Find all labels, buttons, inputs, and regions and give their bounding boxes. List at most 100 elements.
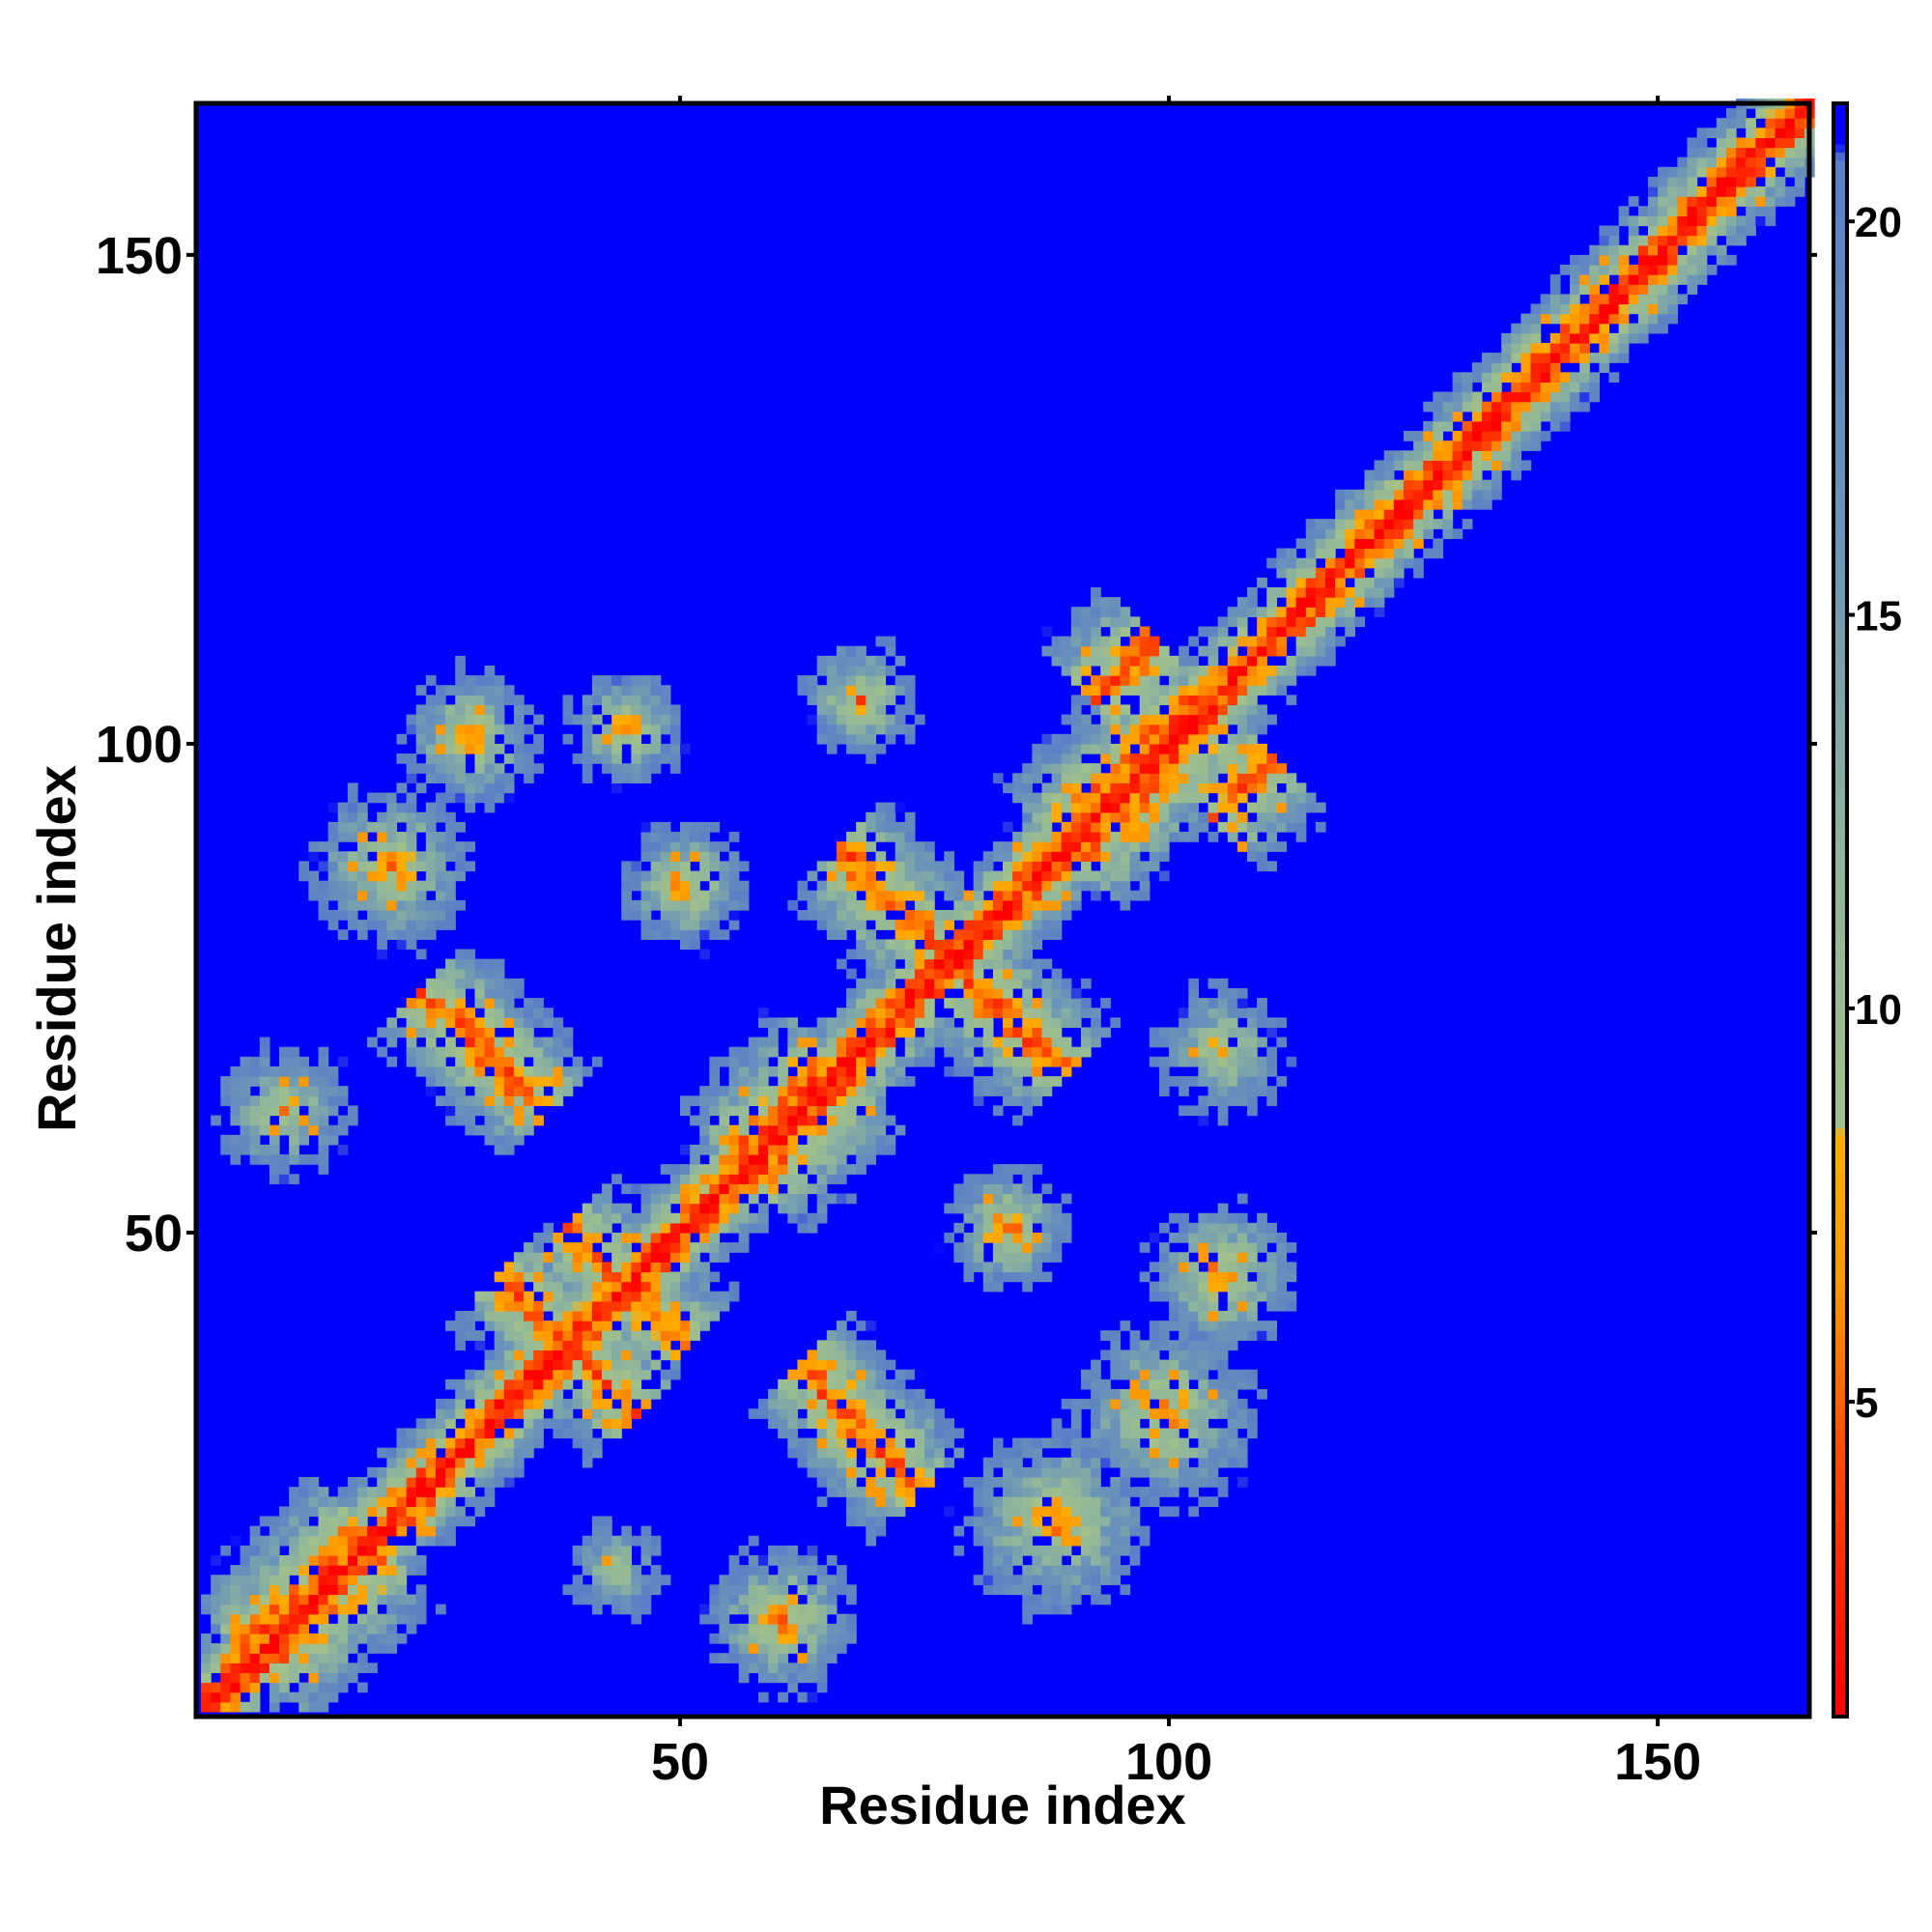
heatmap-cell (1061, 998, 1072, 1009)
heatmap-cell (1120, 1545, 1131, 1556)
heatmap-cell (524, 1408, 534, 1419)
heatmap-cell (269, 1105, 280, 1117)
heatmap-cell (455, 841, 466, 852)
heatmap-cell (660, 1212, 671, 1224)
heatmap-cell (1003, 920, 1013, 930)
heatmap-cell (866, 743, 877, 754)
heatmap-cell (757, 1399, 769, 1409)
heatmap-cell (474, 1046, 486, 1058)
heatmap-cell (425, 880, 437, 892)
heatmap-cell (1051, 1594, 1063, 1605)
heatmap-cell (1032, 792, 1043, 804)
heatmap-cell (1051, 782, 1063, 794)
heatmap-cell (1276, 626, 1288, 638)
heatmap-cell (1091, 1428, 1101, 1439)
heatmap-cell (1276, 811, 1288, 823)
heatmap-cell (611, 1271, 622, 1283)
heatmap-cell (846, 987, 857, 999)
heatmap-cell (1032, 753, 1043, 764)
heatmap-cell (816, 1496, 828, 1507)
heatmap-cell (690, 870, 700, 882)
heatmap-cell (1149, 870, 1160, 882)
heatmap-cell (289, 1516, 299, 1527)
heatmap-cell (602, 763, 612, 774)
heatmap-cell (318, 1672, 329, 1684)
heatmap-cell (856, 1086, 867, 1096)
heatmap-cell (963, 1017, 975, 1029)
heatmap-cell (484, 763, 496, 774)
heatmap-cell (1129, 636, 1141, 647)
heatmap-cell (797, 1691, 809, 1703)
heatmap-cell (1080, 1555, 1092, 1566)
heatmap-cell (1091, 1466, 1101, 1478)
heatmap-cell (944, 1457, 954, 1468)
heatmap-cell (738, 1242, 750, 1253)
heatmap-cell (298, 1584, 309, 1596)
heatmap-cell (875, 1095, 887, 1107)
heatmap-cell (415, 1516, 427, 1527)
heatmap-cell (425, 1535, 437, 1547)
heatmap-cell (1354, 597, 1366, 608)
heatmap-cell (866, 1437, 877, 1449)
heatmap-cell (748, 1183, 759, 1195)
heatmap-cell (807, 1154, 818, 1165)
heatmap-cell (1305, 528, 1317, 539)
heatmap-cell (895, 802, 906, 813)
heatmap-cell (846, 1164, 857, 1175)
heatmap-cell (386, 811, 398, 823)
heatmap-cell (337, 1086, 349, 1096)
heatmap-cell (220, 1633, 232, 1644)
heatmap-cell (992, 1535, 1004, 1547)
heatmap-cell (1198, 1310, 1209, 1321)
heatmap-cell (591, 1193, 603, 1205)
heatmap-cell (807, 1457, 818, 1468)
heatmap-cell (640, 1604, 652, 1615)
heatmap-cell (1139, 1525, 1151, 1537)
heatmap-cell (211, 1594, 221, 1605)
heatmap-cell (797, 1623, 809, 1634)
heatmap-cell (465, 1095, 476, 1107)
heatmap-cell (553, 1330, 564, 1341)
heatmap-cell (1003, 1242, 1013, 1253)
heatmap-cell (602, 675, 612, 686)
heatmap-cell (455, 821, 466, 833)
heatmap-cell (396, 1496, 408, 1507)
heatmap-cell (1315, 636, 1326, 647)
heatmap-cell (650, 899, 662, 911)
heatmap-cell (1110, 724, 1122, 735)
heatmap-cell (1169, 733, 1179, 745)
heatmap-cell (1188, 1321, 1200, 1331)
heatmap-cell (582, 1369, 593, 1380)
heatmap-cell (386, 1466, 398, 1478)
heatmap-cell (1061, 1046, 1072, 1058)
heatmap-cell (826, 655, 838, 667)
heatmap-cell (503, 1134, 515, 1146)
heatmap-cell (1070, 1008, 1082, 1018)
heatmap-cell (816, 1340, 828, 1351)
heatmap-cell (484, 753, 496, 764)
heatmap-cell (1051, 1017, 1063, 1029)
heatmap-cell (318, 1124, 329, 1136)
heatmap-cell (1276, 1242, 1288, 1253)
heatmap-cell (1041, 1487, 1053, 1497)
heatmap-cell (856, 1408, 867, 1419)
heatmap-cell (690, 890, 700, 901)
heatmap-cell (1236, 811, 1248, 823)
heatmap-cell (660, 920, 671, 930)
heatmap-cell (1374, 548, 1385, 559)
heatmap-cell (719, 1134, 730, 1146)
heatmap-cell (1129, 811, 1141, 823)
heatmap-cell (308, 1672, 320, 1684)
heatmap-cell (1139, 870, 1151, 882)
heatmap-cell (1158, 1457, 1170, 1468)
heatmap-cell (640, 1555, 652, 1566)
heatmap-cell (1120, 811, 1131, 823)
heatmap-cell (1236, 1369, 1248, 1380)
heatmap-cell (1325, 577, 1336, 588)
heatmap-cell (992, 851, 1004, 862)
heatmap-cell (1198, 1281, 1209, 1293)
heatmap-cell (631, 1321, 642, 1331)
heatmap-cell (240, 1115, 251, 1126)
heatmap-cell (1139, 655, 1151, 667)
heatmap-cell (357, 1555, 368, 1566)
